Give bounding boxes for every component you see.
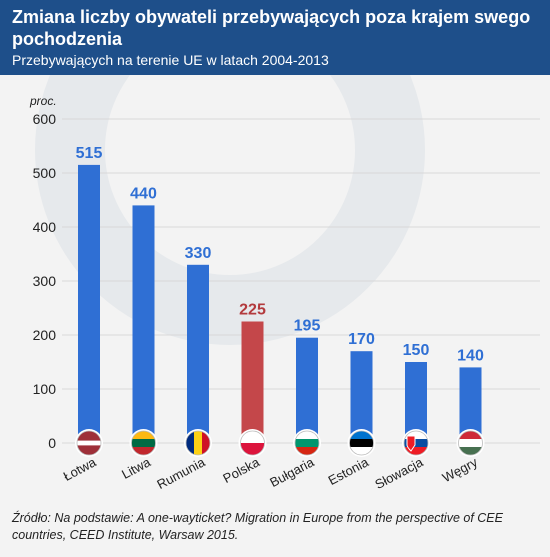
x-tick-label-rumunia: Rumunia xyxy=(154,454,208,492)
data-label-słowacja: 150 xyxy=(403,342,430,359)
x-tick-label-łotwa: Łotwa xyxy=(61,454,99,484)
watermark-ring xyxy=(35,75,425,345)
data-label-polska: 225 xyxy=(239,302,266,319)
estonia-flag-icon xyxy=(347,429,376,457)
bar-litwa xyxy=(132,205,155,443)
bar-bułgaria xyxy=(296,337,318,443)
bulgaria-flag-icon xyxy=(293,429,321,457)
y-tick-label: 300 xyxy=(33,273,57,289)
bar-chart-svg: proc. 0 100 200 300 400 500 600 515 Łotwa 440 Litwa… xyxy=(29,75,540,492)
bar-słowacja xyxy=(405,362,427,443)
data-label-estonia: 170 xyxy=(348,331,375,348)
y-tick-label: 500 xyxy=(33,165,57,181)
bar-łotwa xyxy=(78,164,100,443)
bar-chart: proc. 0 100 200 300 400 500 600 515 Łotwa 440 Litwa… xyxy=(0,75,550,505)
watermark-logo xyxy=(35,75,425,345)
slovakia-coat-of-arms-icon xyxy=(406,435,416,452)
romania-flag-icon xyxy=(184,429,212,457)
y-tick-label: 100 xyxy=(33,381,57,397)
data-label-litwa: 440 xyxy=(130,185,157,202)
poland-flag-icon xyxy=(238,429,267,457)
chart-title: Zmiana liczby obywateli przebywających p… xyxy=(12,7,531,49)
bar-węgry xyxy=(459,367,482,443)
data-label-łotwa: 515 xyxy=(76,145,103,162)
x-tick-label-polska: Polska xyxy=(220,454,262,486)
bar-estonia xyxy=(350,351,373,443)
x-tick-label-węgry: Węgry xyxy=(440,454,481,485)
source-note: Źródło: Na podstawie: A one-wayticket? M… xyxy=(12,511,503,542)
slovakia-flag-icon xyxy=(402,429,430,457)
hungary-flag-icon xyxy=(456,429,485,457)
bar-rumunia xyxy=(187,264,209,443)
lithuania-flag-icon xyxy=(129,429,158,457)
latvia-flag-icon xyxy=(75,429,103,457)
y-tick-label: 600 xyxy=(33,111,57,127)
y-tick-label: 400 xyxy=(33,219,57,235)
chart-subtitle: Przebywających na terenie UE w latach 20… xyxy=(12,52,329,68)
x-tick-label-bułgaria: Bułgaria xyxy=(267,454,317,490)
y-tick-label: 0 xyxy=(48,435,56,451)
x-tick-label-litwa: Litwa xyxy=(119,454,154,482)
data-label-węgry: 140 xyxy=(457,347,484,364)
x-tick-label-słowacja: Słowacja xyxy=(372,454,426,492)
chart-header: Zmiana liczby obywateli przebywających p… xyxy=(0,0,550,75)
data-label-rumunia: 330 xyxy=(185,245,212,262)
y-tick-label: 200 xyxy=(33,327,57,343)
y-axis-label: proc. xyxy=(29,94,57,108)
data-label-bułgaria: 195 xyxy=(294,318,321,335)
x-tick-label-estonia: Estonia xyxy=(326,454,372,488)
bar-polska xyxy=(241,321,264,443)
